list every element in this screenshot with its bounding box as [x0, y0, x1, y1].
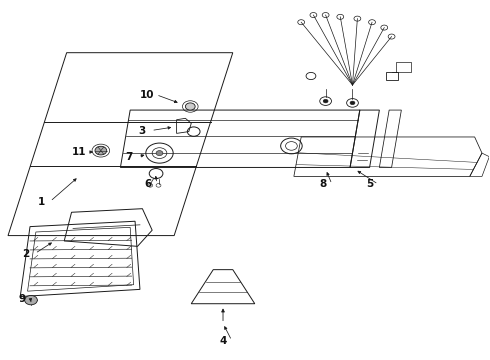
Text: 10: 10: [140, 90, 154, 100]
Circle shape: [24, 296, 37, 305]
Circle shape: [350, 101, 355, 105]
Text: 11: 11: [72, 147, 86, 157]
Circle shape: [185, 103, 195, 110]
Text: 3: 3: [139, 126, 146, 135]
Text: 7: 7: [125, 152, 133, 162]
Text: 1: 1: [38, 197, 45, 207]
Text: 6: 6: [145, 179, 152, 189]
Text: 8: 8: [319, 179, 327, 189]
Circle shape: [95, 146, 107, 155]
Circle shape: [156, 150, 163, 156]
Text: 2: 2: [23, 248, 30, 258]
Text: 5: 5: [366, 179, 373, 189]
Circle shape: [323, 99, 328, 103]
Text: 4: 4: [220, 336, 227, 346]
Text: 9: 9: [18, 294, 25, 304]
